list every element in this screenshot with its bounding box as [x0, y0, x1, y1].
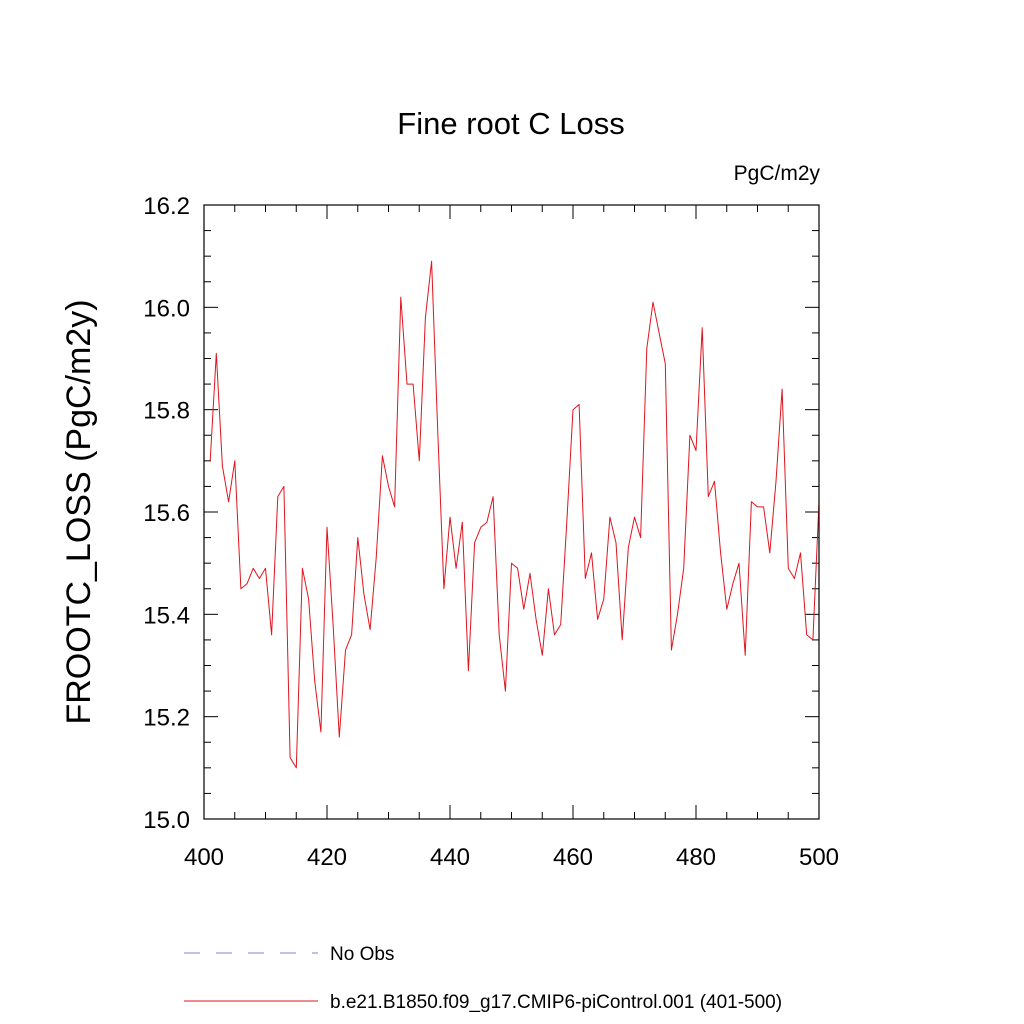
x-tick-labels: 400 420 440 460 480 500 — [184, 844, 839, 871]
axis-ticks — [203, 204, 820, 820]
legend-label-no-obs: No Obs — [330, 944, 394, 965]
chart-title: Fine root C Loss — [397, 106, 624, 141]
x-tick-label: 460 — [553, 844, 593, 871]
legend: No Obs b.e21.B1850.f09_g17.CMIP6-piContr… — [184, 944, 782, 1013]
legend-label-control-run: b.e21.B1850.f09_g17.CMIP6-piControl.001 … — [330, 992, 782, 1013]
x-tick-label: 440 — [430, 844, 470, 871]
y-tick-label: 15.8 — [143, 398, 190, 425]
y-tick-label: 15.6 — [143, 500, 190, 527]
units-label: PgC/m2y — [734, 162, 821, 185]
x-tick-label: 480 — [676, 844, 716, 871]
y-tick-label: 15.0 — [143, 807, 190, 834]
x-tick-label: 500 — [799, 844, 839, 871]
y-tick-label: 16.0 — [143, 295, 190, 322]
y-tick-labels: 15.0 15.2 15.4 15.6 15.8 16.0 16.2 — [143, 193, 190, 834]
y-axis-label: FROOTC_LOSS (PgC/m2y) — [60, 299, 98, 724]
series-line — [209, 260, 820, 769]
plot-frame — [203, 204, 820, 820]
y-tick-label: 15.2 — [143, 705, 190, 732]
x-tick-label: 420 — [307, 844, 347, 871]
y-tick-label: 16.2 — [143, 193, 190, 220]
y-tick-label: 15.4 — [143, 602, 190, 629]
series-layer — [209, 260, 820, 769]
x-tick-label: 400 — [184, 844, 224, 871]
